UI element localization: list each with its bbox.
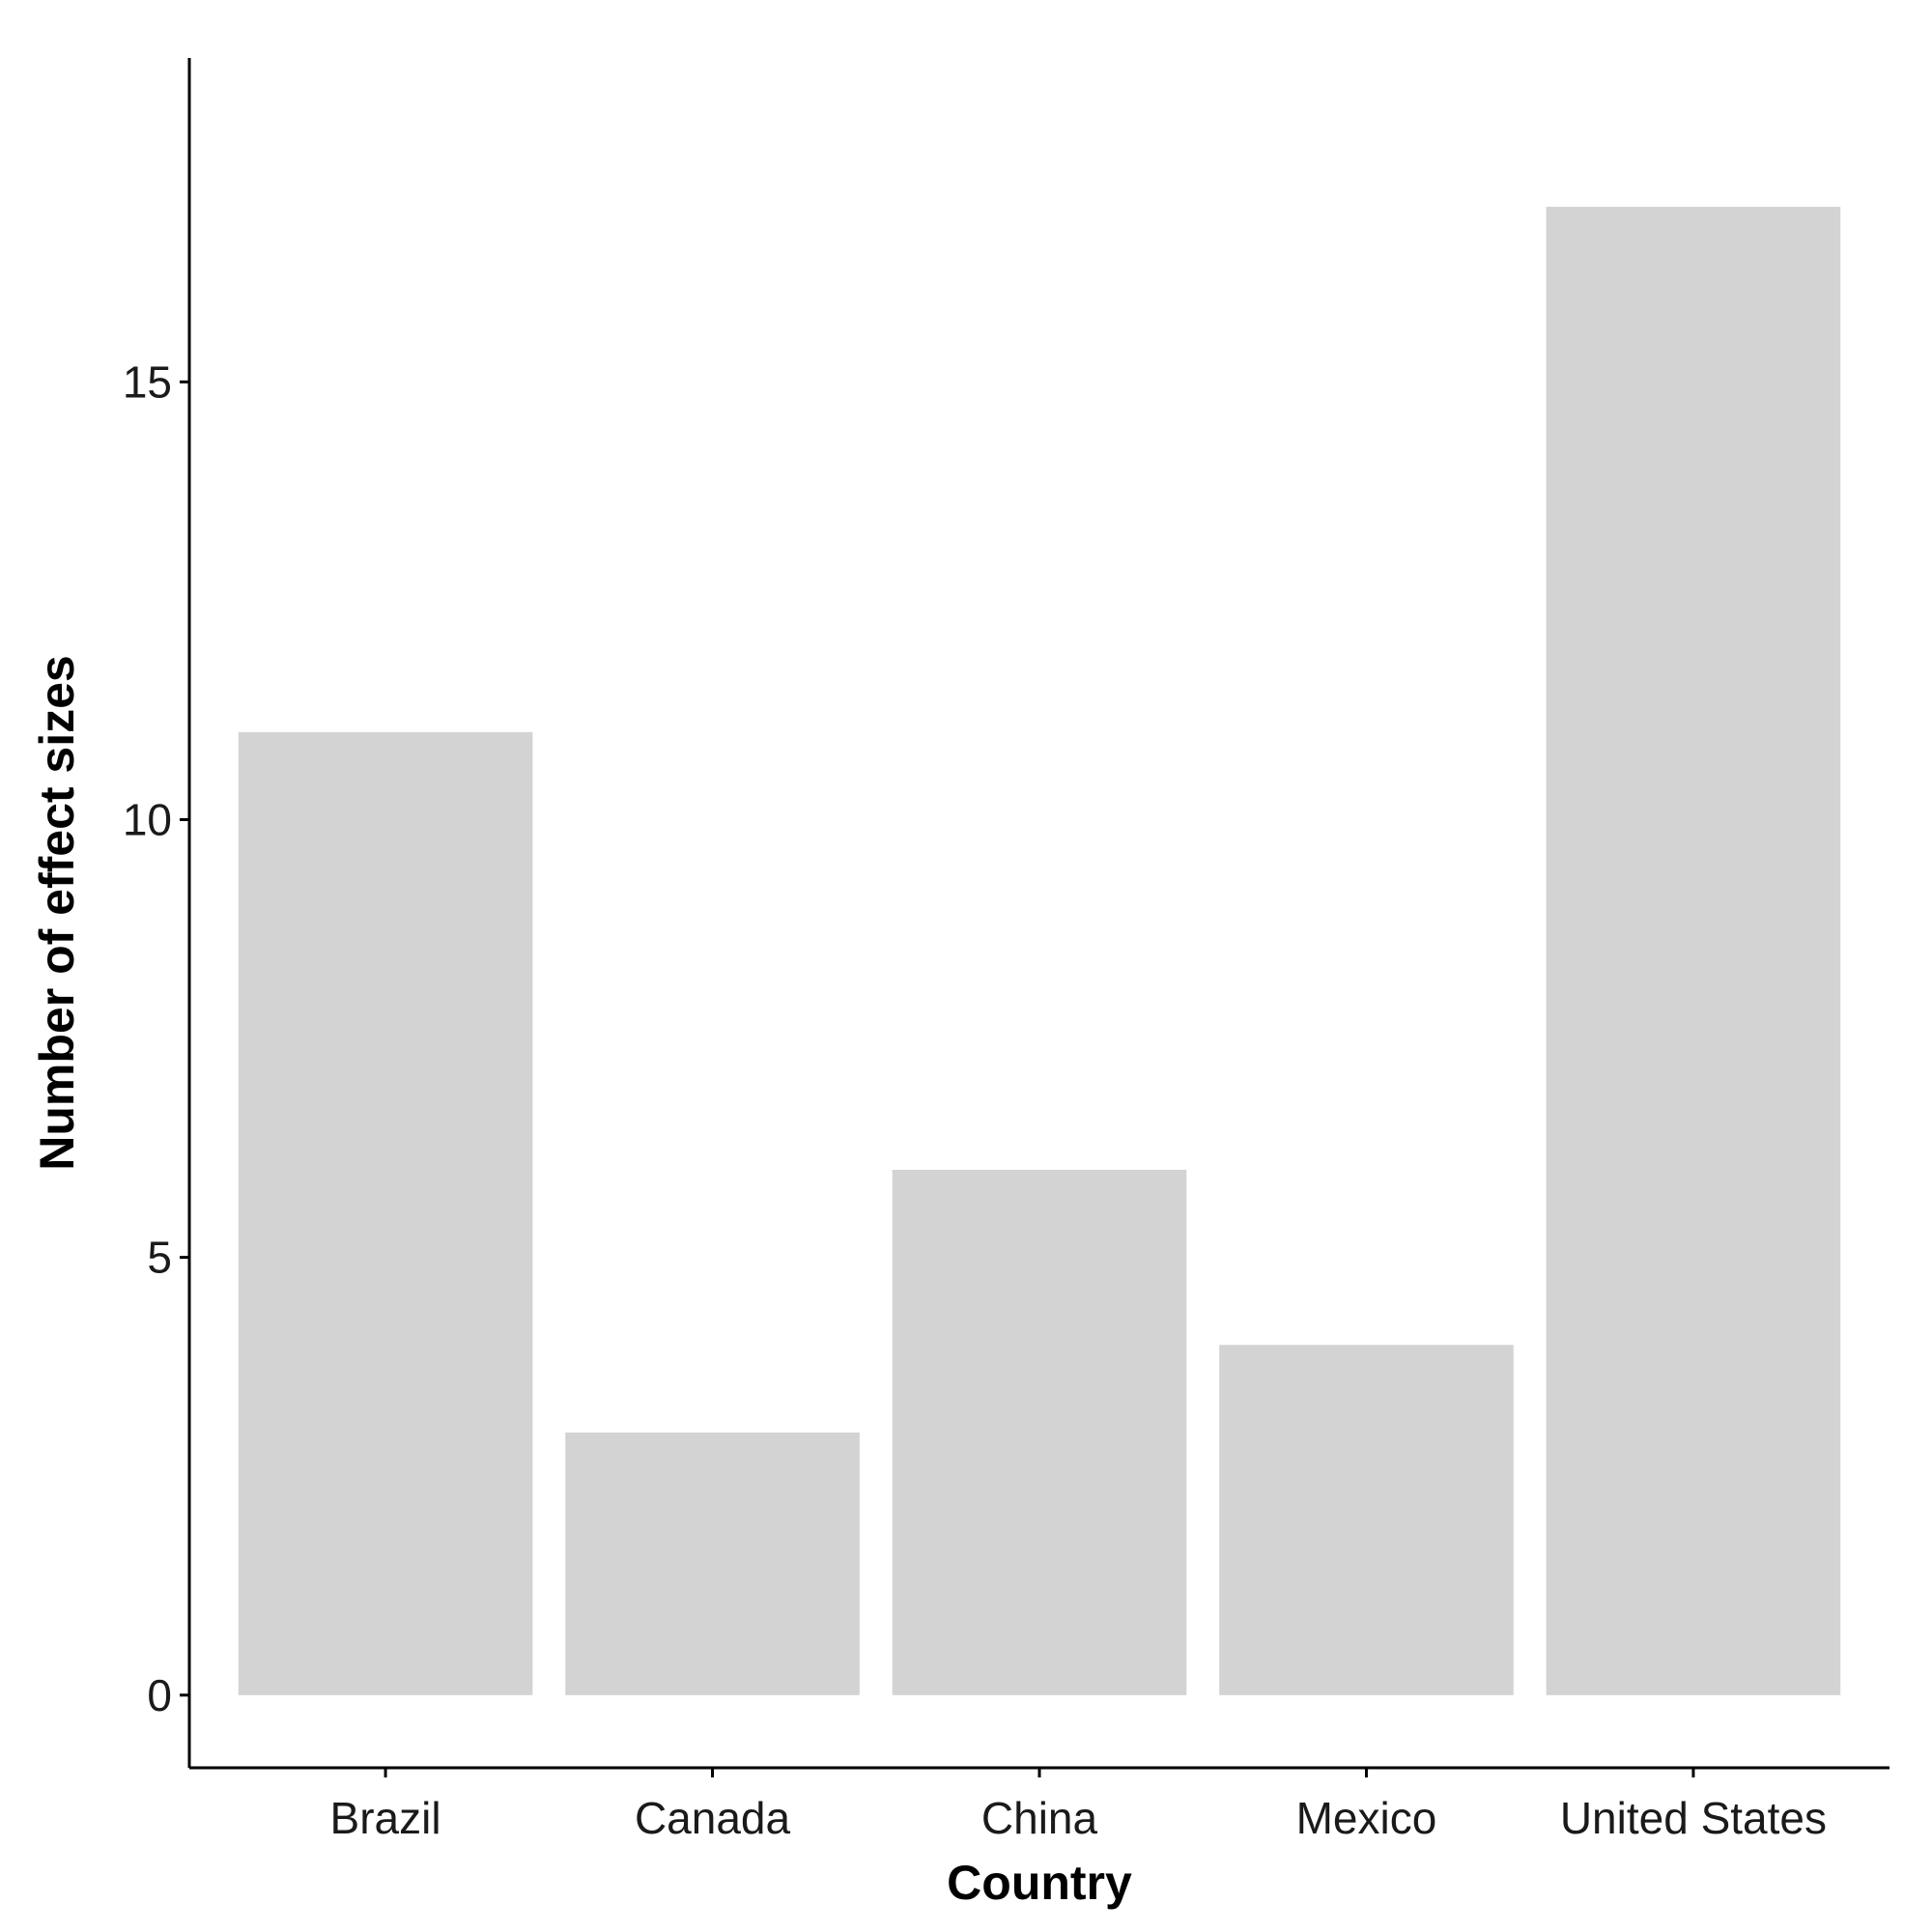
x-tick-label-china: China [981, 1793, 1098, 1843]
bar-brazil [238, 731, 533, 1695]
y-axis-ticks: 0 5 10 15 [123, 356, 189, 1720]
bars-group [238, 207, 1841, 1695]
y-tick-label: 10 [123, 794, 172, 844]
bar-united-states [1546, 207, 1841, 1695]
x-tick-label-brazil: Brazil [330, 1793, 441, 1843]
bar-china [892, 1169, 1187, 1695]
x-tick-label-canada: Canada [635, 1793, 791, 1843]
x-tick-label-united-states: United States [1560, 1793, 1827, 1843]
bar-canada [565, 1432, 860, 1695]
x-axis-title: Country [947, 1856, 1132, 1910]
x-tick-label-mexico: Mexico [1296, 1793, 1437, 1843]
bar-mexico [1219, 1345, 1514, 1695]
y-tick-label: 15 [123, 356, 172, 407]
x-axis-ticks: Brazil Canada China Mexico United States [330, 1768, 1827, 1843]
y-tick-label: 5 [147, 1233, 172, 1283]
y-tick-label: 0 [147, 1670, 172, 1720]
y-axis-title: Number of effect sizes [30, 655, 84, 1170]
